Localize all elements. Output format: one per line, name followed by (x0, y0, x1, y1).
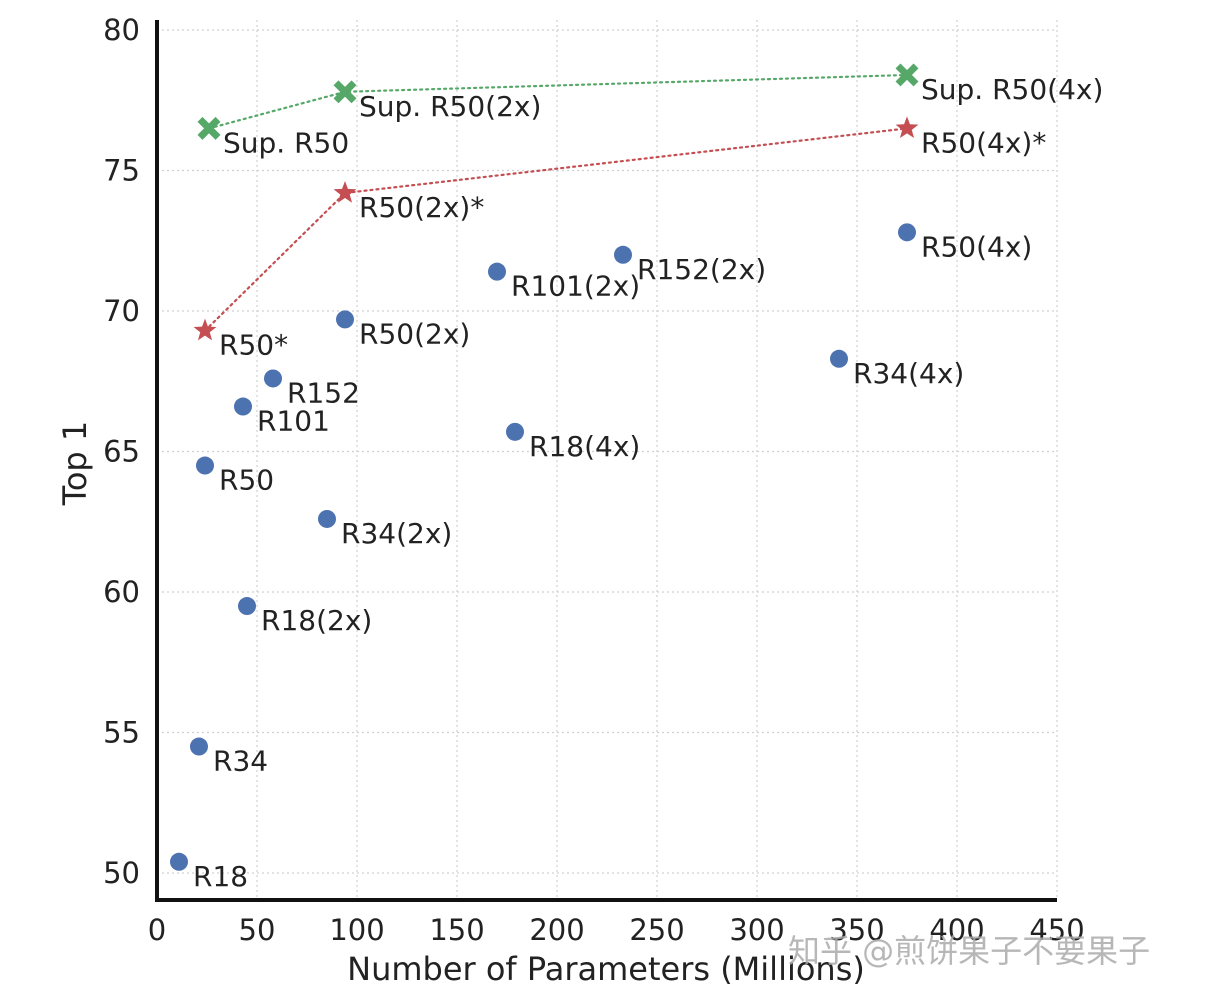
self-supervised-line (203, 127, 909, 332)
point-label: R152(2x) (637, 253, 766, 286)
point-label: R50(2x) (359, 317, 470, 350)
point-label: R101(2x) (511, 270, 640, 303)
tick-labels: 0 50 100 150 200 250 300 350 400 4505055606570758… (103, 13, 1085, 947)
x-tick-label: 200 (529, 913, 584, 947)
point-label: R18(4x) (529, 430, 640, 463)
point-marker (234, 397, 252, 416)
point-marker (238, 597, 256, 616)
point-label: Sup. R50 (223, 126, 349, 159)
point-marker (190, 737, 208, 756)
x-tick-label: 250 (629, 913, 684, 947)
x-tick-label: 150 (429, 913, 484, 947)
point-marker (830, 349, 848, 368)
data-points (170, 63, 919, 871)
point-label: R34(2x) (341, 517, 452, 550)
x-tick-label: 350 (829, 913, 884, 947)
x-tick-label: 400 (929, 913, 984, 947)
point-label: R50(4x) (921, 230, 1032, 263)
point-label: Sup. R50(4x) (921, 73, 1103, 106)
y-tick-label: 55 (103, 716, 140, 750)
point-label: R18 (193, 860, 248, 893)
point-marker (336, 310, 354, 329)
point-label: R50 (219, 464, 274, 497)
x-marker (197, 116, 221, 140)
point-marker (506, 422, 524, 441)
x-tick-label: 100 (329, 913, 384, 947)
point-marker (898, 223, 916, 242)
x-tick-label: 450 (1029, 913, 1084, 947)
point-marker (170, 852, 188, 871)
point-label: R50* (219, 329, 288, 362)
point-marker (318, 509, 336, 528)
star-marker (333, 180, 357, 203)
x-marker-stroke (895, 63, 919, 87)
point-label: R101 (257, 405, 330, 438)
axes (155, 20, 1057, 902)
x-axis-title: Number of Parameters (Millions) (347, 950, 865, 988)
point-marker (264, 369, 282, 388)
x-marker (895, 63, 919, 87)
y-tick-label: 65 (103, 435, 140, 469)
point-label: R18(2x) (261, 604, 372, 637)
point-label: R152 (287, 376, 360, 409)
x-tick-label: 50 (239, 913, 276, 947)
point-label: R34(4x) (853, 357, 964, 390)
point-label: R34 (213, 745, 268, 778)
x-marker-stroke (197, 116, 221, 140)
point-marker (614, 245, 632, 264)
x-tick-label: 0 (148, 913, 166, 947)
star-marker (193, 318, 217, 341)
y-tick-label: 70 (103, 294, 140, 328)
watermark-text: 知乎 @煎饼果子不要果子 (788, 932, 1151, 970)
x-marker (333, 80, 357, 104)
point-label: Sup. R50(2x) (359, 90, 541, 123)
point-label: R50(4x)* (921, 126, 1046, 159)
grid (157, 20, 1058, 900)
y-tick-label: 60 (103, 575, 140, 609)
x-tick-label: 300 (729, 913, 784, 947)
point-marker (488, 262, 506, 281)
supervised-line (207, 73, 909, 130)
star-marker (895, 116, 919, 139)
y-tick-label: 75 (103, 154, 140, 188)
x-marker-stroke (333, 80, 357, 104)
y-tick-label: 50 (103, 856, 140, 890)
point-marker (196, 456, 214, 475)
y-axis-title: Top 1 (56, 421, 94, 507)
y-tick-label: 80 (103, 13, 140, 47)
point-label: R50(2x)* (359, 191, 484, 224)
